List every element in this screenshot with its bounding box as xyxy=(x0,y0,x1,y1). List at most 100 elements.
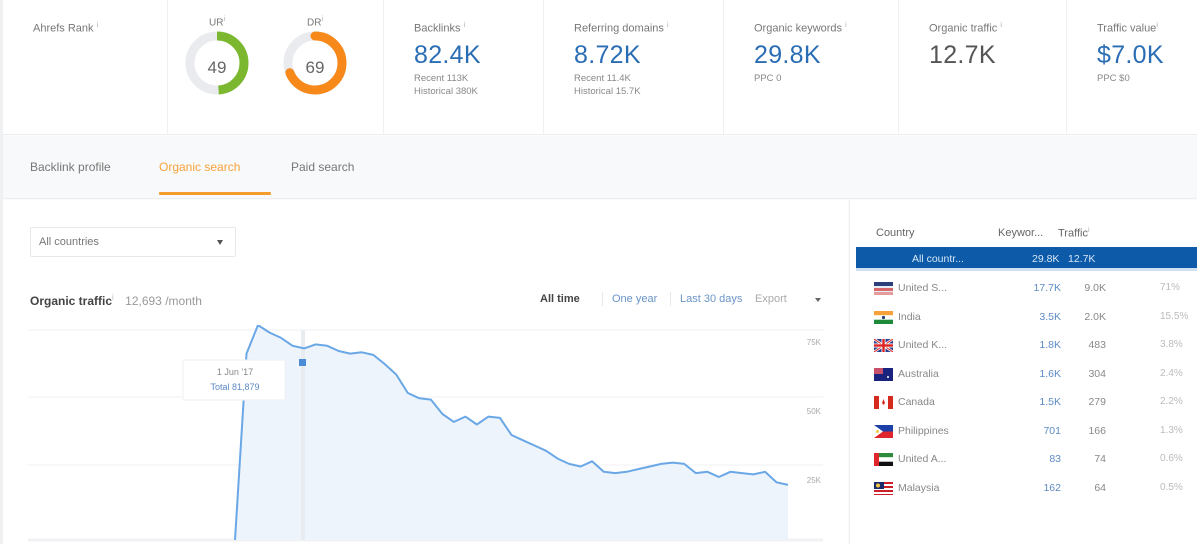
range-one-year[interactable]: One year xyxy=(612,293,658,305)
backlinks-historical: Historical 380K xyxy=(414,85,478,97)
ur-value: 49 xyxy=(207,58,227,77)
keywords-value[interactable]: 3.5K xyxy=(1039,310,1061,323)
traffic-value: 166 xyxy=(1088,424,1106,437)
organic-traffic-monthly: 12,693 /month xyxy=(125,294,202,308)
in-flag-icon xyxy=(874,310,893,324)
metric-label: URi xyxy=(208,16,225,29)
ur-gauge: URi 49 xyxy=(182,16,262,112)
country-name[interactable]: Australia xyxy=(898,367,939,380)
au-flag-icon xyxy=(874,367,893,381)
info-icon[interactable]: i xyxy=(845,22,847,29)
metric-organic-keywords: Organic keywords i 29.8K PPC 0 xyxy=(724,0,899,135)
traffic-share: 0.5% xyxy=(1160,481,1183,493)
referring-domains-historical: Historical 15.7K xyxy=(574,85,641,97)
keywords-value[interactable]: 701 xyxy=(1043,424,1061,437)
chevron-down-icon xyxy=(217,240,223,245)
info-icon[interactable]: i xyxy=(112,293,114,302)
info-icon[interactable]: i xyxy=(1156,22,1158,29)
info-icon[interactable]: i xyxy=(666,22,669,29)
organic-search-panel: All countries Organic traffici 12,693 /m… xyxy=(3,200,848,544)
country-name[interactable]: Canada xyxy=(898,396,935,408)
country-row[interactable]: United S... 17.7K 9.0K 71% xyxy=(850,277,1197,305)
traffic-value: 64 xyxy=(1094,481,1106,494)
country-name[interactable]: United A... xyxy=(898,453,947,465)
organic-traffic-chart[interactable]: 75K 50K 25K 1 Jun '17 Total 81,879 xyxy=(3,325,848,544)
metric-ratings: URi 49 DRi 69 xyxy=(168,0,384,135)
metric-label: Organic keywords i xyxy=(754,22,847,35)
tab-backlink-profile[interactable]: Backlink profile xyxy=(30,160,111,174)
traffic-value: 304 xyxy=(1088,367,1106,380)
us-flag-icon xyxy=(874,282,893,295)
svg-text:1 Jun '17: 1 Jun '17 xyxy=(217,367,253,377)
country-row[interactable]: United K... 1.8K 483 3.8% xyxy=(850,334,1197,362)
metric-label: Referring domains i xyxy=(574,22,669,35)
chevron-down-icon[interactable] xyxy=(815,298,821,302)
range-last-30-days[interactable]: Last 30 days xyxy=(680,293,743,305)
ur-donut-icon xyxy=(185,31,249,95)
traffic-share: 15.5% xyxy=(1160,310,1189,322)
divider xyxy=(670,292,671,306)
column-header-keywords[interactable]: Keywor... xyxy=(998,227,1044,239)
traffic-share: 71% xyxy=(1160,282,1181,293)
tab-organic-search[interactable]: Organic search xyxy=(159,160,241,174)
keywords-value[interactable]: 83 xyxy=(1049,453,1061,465)
svg-text:50K: 50K xyxy=(807,407,822,416)
ae-flag-icon xyxy=(874,453,893,466)
keywords-value[interactable]: 17.7K xyxy=(1033,282,1061,294)
dr-donut-icon xyxy=(283,31,347,95)
info-icon[interactable]: i xyxy=(1087,227,1090,234)
info-icon[interactable]: i xyxy=(1000,22,1002,29)
traffic-share: 3.8% xyxy=(1160,339,1183,350)
traffic-value: 12.7K xyxy=(1068,253,1096,265)
traffic-share: 2.2% xyxy=(1160,396,1183,407)
keywords-value[interactable]: 1.6K xyxy=(1039,367,1061,380)
referring-domains-value[interactable]: 8.72K xyxy=(574,40,641,69)
country-row[interactable]: Canada 1.5K 279 2.2% xyxy=(850,391,1197,419)
metric-ahrefs-rank: Ahrefs Rank i xyxy=(3,0,168,135)
country-row[interactable]: Australia 1.6K 304 2.4% xyxy=(850,363,1197,391)
info-icon[interactable]: i xyxy=(96,22,99,29)
keywords-value[interactable]: 1.8K xyxy=(1039,339,1061,351)
country-name[interactable]: Philippines xyxy=(898,424,949,437)
export-button[interactable]: Export xyxy=(755,293,787,305)
traffic-value-ppc: PPC $0 xyxy=(1097,72,1130,84)
referring-domains-recent: Recent 11.4K xyxy=(574,72,631,84)
organic-traffic-heading: Organic traffici 12,693 /month xyxy=(30,293,202,308)
info-icon[interactable]: i xyxy=(321,16,323,23)
tab-paid-search[interactable]: Paid search xyxy=(291,160,355,174)
ph-flag-icon xyxy=(874,424,893,438)
country-select[interactable]: All countries xyxy=(30,227,236,257)
country-name[interactable]: India xyxy=(898,310,921,323)
country-name[interactable]: Malaysia xyxy=(898,481,940,494)
traffic-value: 483 xyxy=(1088,339,1106,351)
traffic-value-value[interactable]: $7.0K xyxy=(1097,40,1164,69)
traffic-value: 279 xyxy=(1088,396,1106,408)
column-header-country[interactable]: Country xyxy=(876,227,915,239)
metric-organic-traffic: Organic traffic i 12.7K xyxy=(899,0,1067,135)
metric-label: DRi xyxy=(306,16,323,29)
country-name[interactable]: United S... xyxy=(898,282,948,294)
keywords-value[interactable]: 162 xyxy=(1043,481,1061,494)
traffic-value: 74 xyxy=(1094,453,1106,465)
column-header-traffic[interactable]: Traffici xyxy=(1058,227,1090,240)
country-row[interactable]: Malaysia 162 64 0.5% xyxy=(850,477,1197,505)
keywords-value[interactable]: 1.5K xyxy=(1039,396,1061,408)
metric-label: Organic traffic i xyxy=(929,22,1002,35)
traffic-by-country-panel: Country Keywor... Traffici All countr...… xyxy=(849,200,1197,544)
ca-flag-icon xyxy=(874,396,893,409)
country-row[interactable]: India 3.5K 2.0K 15.5% xyxy=(850,306,1197,334)
country-name[interactable]: United K... xyxy=(898,339,948,351)
info-icon[interactable]: i xyxy=(463,22,466,29)
metric-backlinks: Backlinks i 82.4K Recent 113K Historical… xyxy=(384,0,544,135)
country-row-all[interactable]: All countr... 29.8K 12.7K xyxy=(856,247,1197,271)
country-row[interactable]: United A... 83 74 0.6% xyxy=(850,448,1197,476)
country-row[interactable]: Philippines 701 166 1.3% xyxy=(850,420,1197,448)
traffic-share: 2.4% xyxy=(1160,367,1183,379)
organic-keywords-value[interactable]: 29.8K xyxy=(754,40,821,69)
backlinks-value[interactable]: 82.4K xyxy=(414,40,481,69)
info-icon[interactable]: i xyxy=(223,16,225,23)
section-tabs: Backlink profile Organic search Paid sea… xyxy=(3,136,1197,199)
backlinks-recent: Recent 113K xyxy=(414,72,469,84)
range-all-time[interactable]: All time xyxy=(540,293,580,305)
